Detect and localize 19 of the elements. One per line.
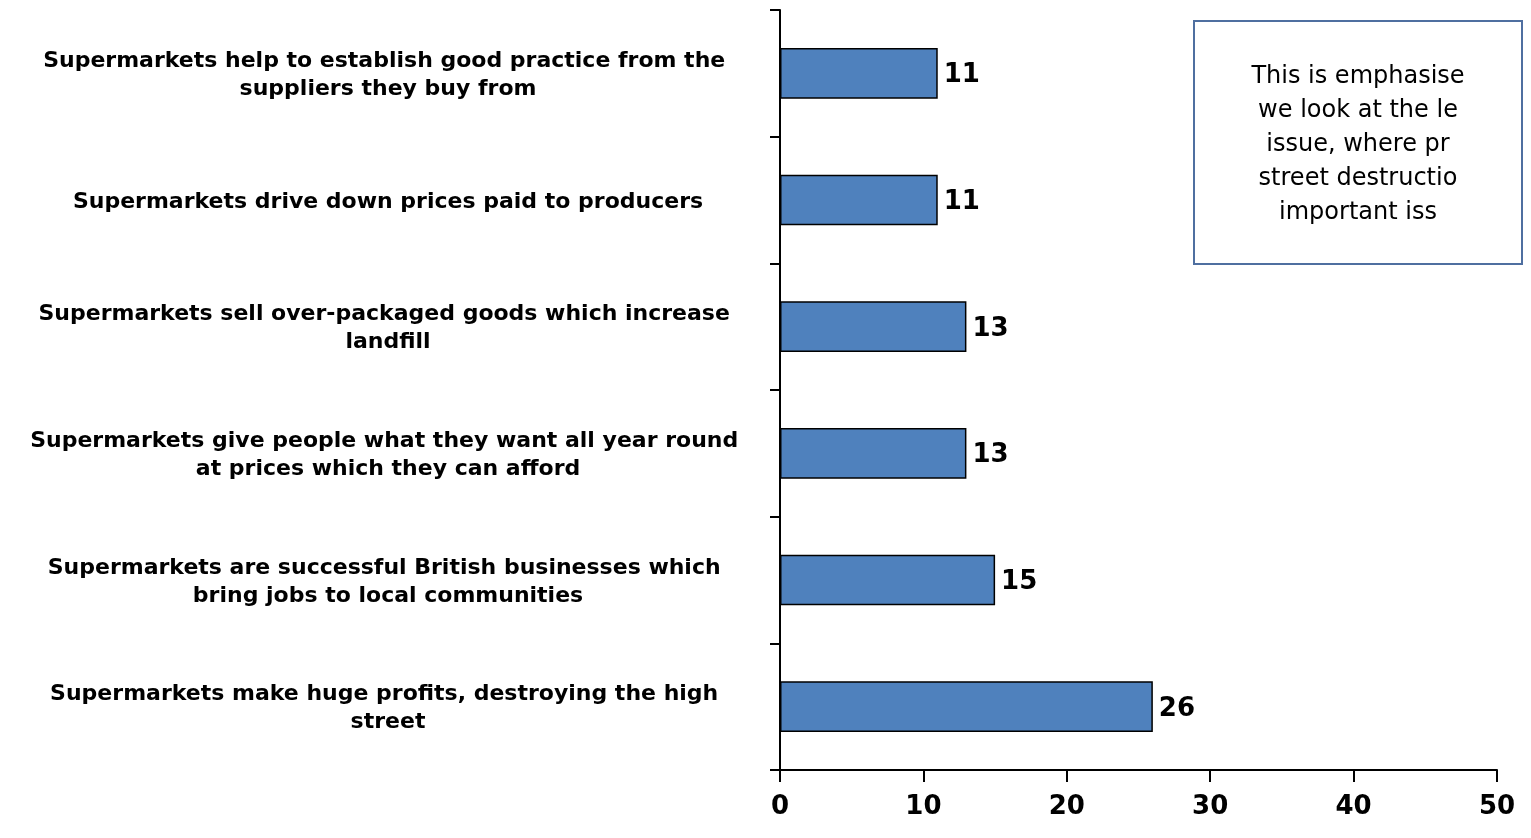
x-tick-label: 50 (1478, 790, 1516, 820)
data-label: 13 (972, 438, 1009, 469)
data-label: 11 (943, 58, 980, 89)
y-tick-label: Supermarkets sell over-packaged goods which increase landfill (38, 300, 738, 354)
text-box: This is emphasise we look at the le issue, where pr street destructio important iss (1193, 20, 1523, 265)
y-tick-label: Supermarkets are successful British businesses which bring jobs to local communities (47, 553, 729, 607)
y-tick-label: Supermarkets make huge profits, destroying the high street (50, 680, 726, 734)
y-tick-label: Supermarkets drive down prices paid to producers (72, 187, 704, 213)
data-label: 13 (972, 311, 1009, 342)
x-tick-label: 0 (770, 790, 790, 820)
x-tick-label: 40 (1335, 790, 1372, 820)
data-label: 15 (1001, 565, 1038, 595)
data-label: 11 (943, 185, 980, 215)
x-tick-label: 30 (1192, 790, 1229, 820)
data-label: 26 (1158, 691, 1196, 722)
x-tick-label: 10 (905, 790, 942, 820)
y-tick-label: Supermarkets help to establish good practice from the suppliers they buy from (43, 46, 733, 100)
x-tick-label: 20 (1048, 790, 1085, 820)
y-tick-label: Supermarkets give people what they want all year round at prices which they can afford (30, 426, 746, 480)
